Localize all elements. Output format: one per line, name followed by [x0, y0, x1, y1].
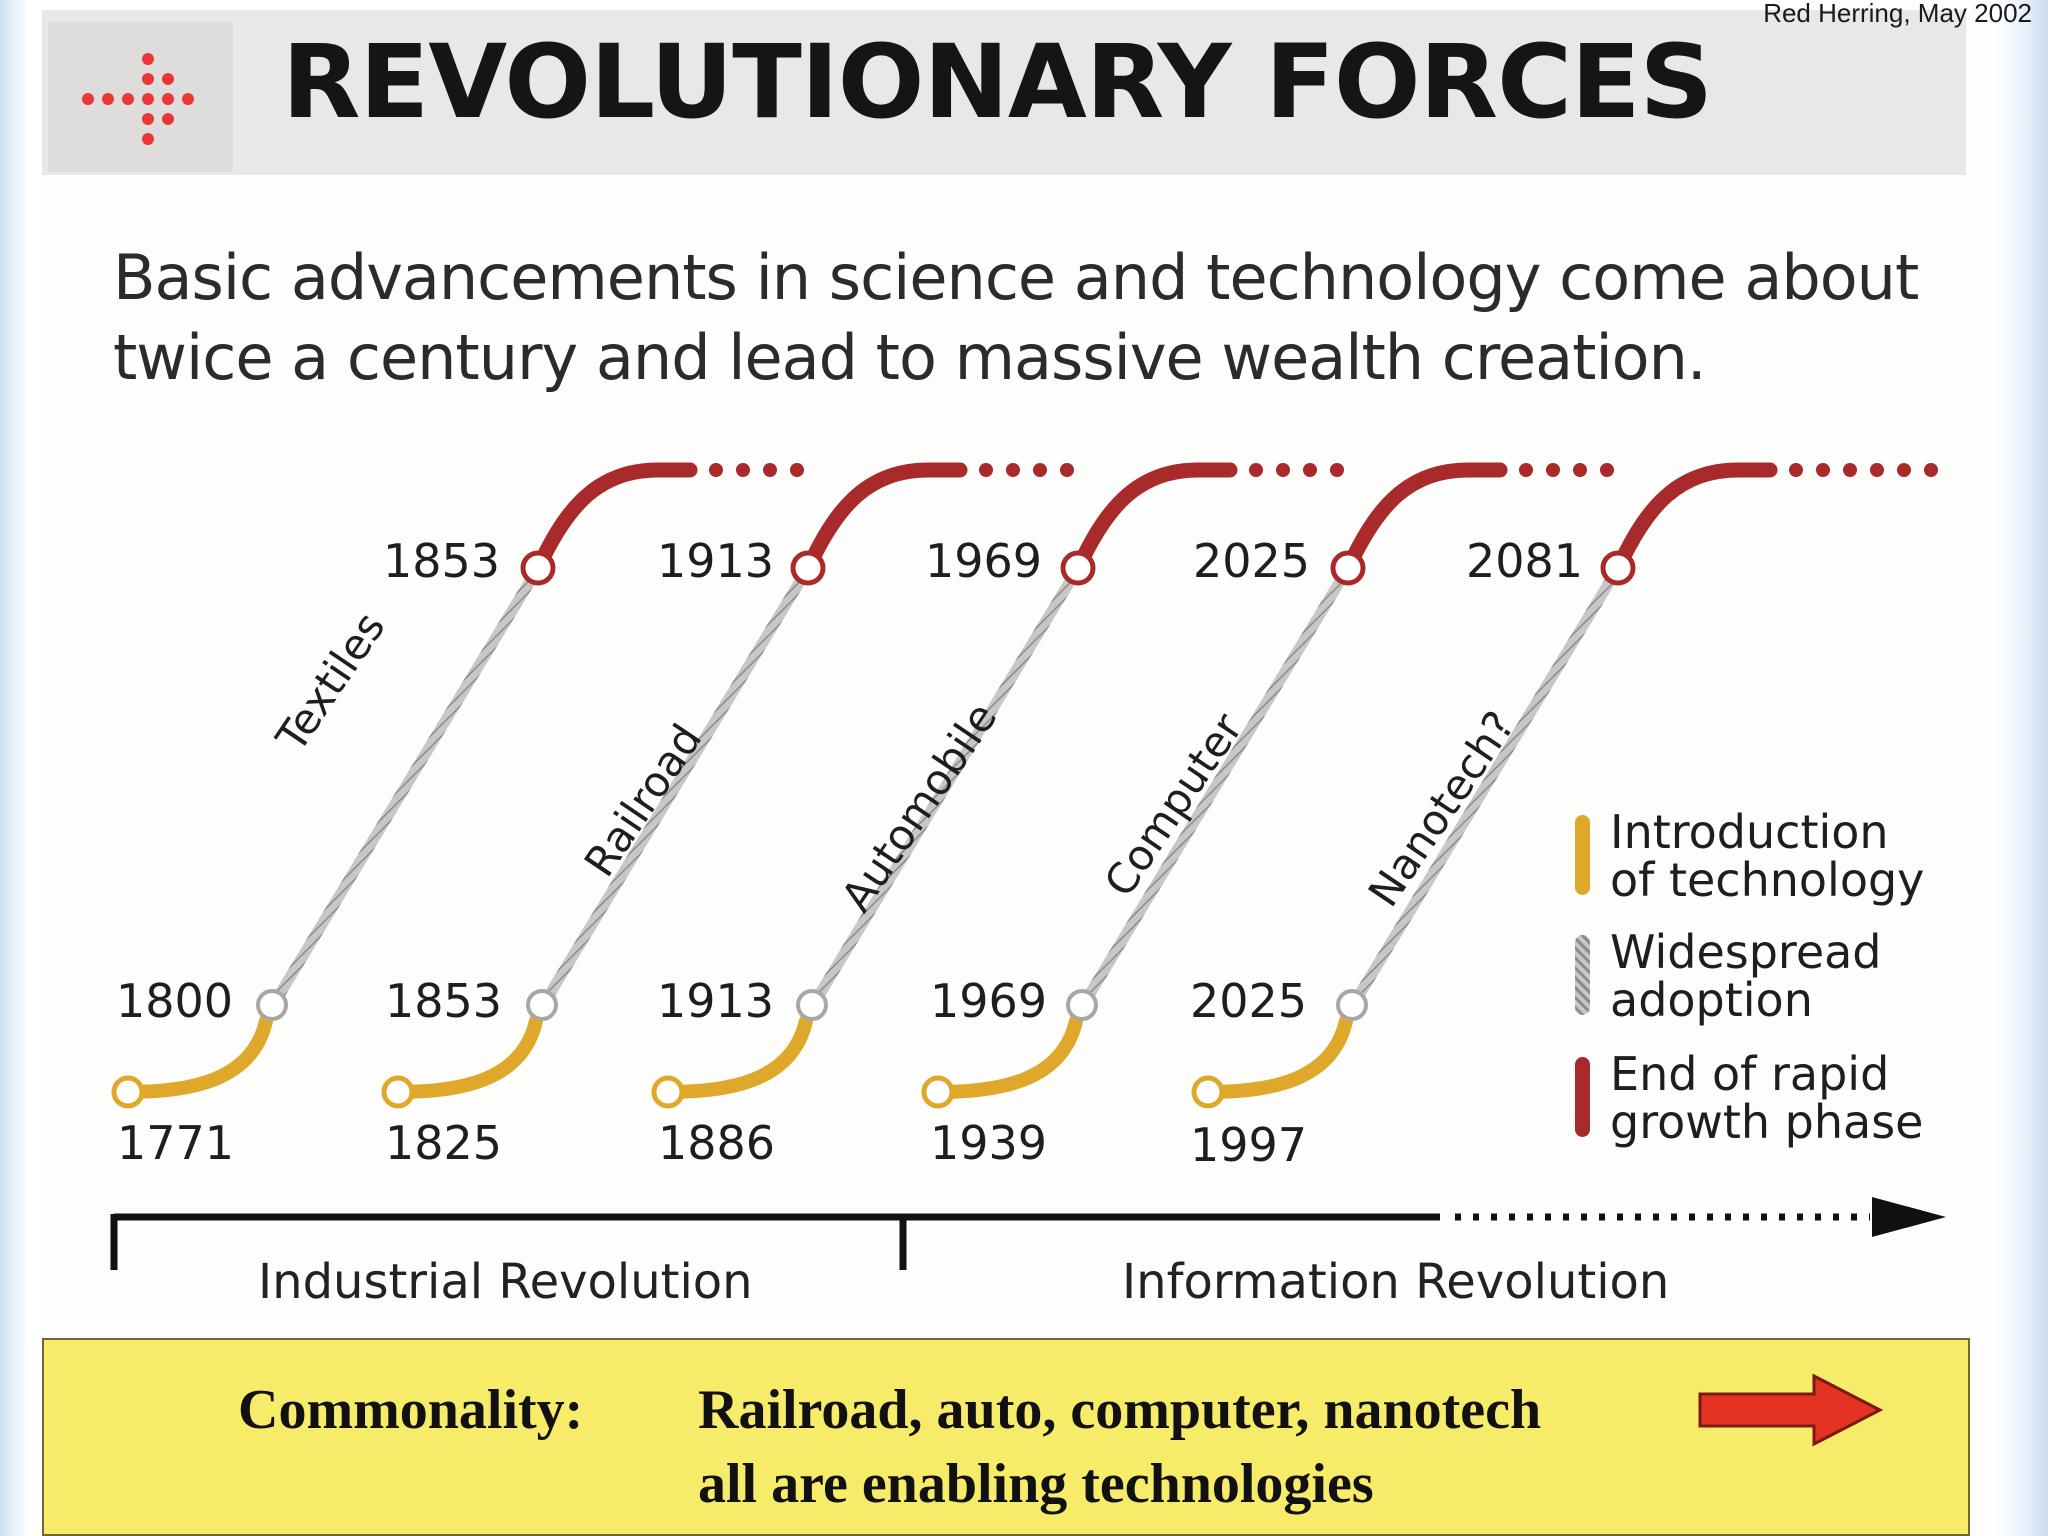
year-label-intro: 1886 — [658, 1116, 776, 1170]
year-label-growth-end: 1853 — [383, 534, 501, 588]
continuation-dot — [1546, 463, 1560, 477]
adoption-marker — [1336, 989, 1368, 1021]
year-label-growth-end: 2025 — [1193, 534, 1311, 588]
legend-item-growth-end: End of rapid growth phase — [1610, 1050, 1924, 1146]
continuation-dot — [763, 463, 777, 477]
adoption-marker — [796, 989, 828, 1021]
legend-text-line: Introduction — [1610, 805, 1889, 859]
continuation-dot — [1276, 463, 1290, 477]
intro-marker — [921, 1075, 955, 1109]
page-title: REVOLUTIONARY FORCES — [282, 23, 1713, 142]
year-label-adoption: 1800 — [116, 974, 234, 1028]
subtitle-line-2: twice a century and lead to massive weal… — [113, 321, 1707, 394]
source-citation: Red Herring, May 2002 — [1763, 0, 2032, 28]
continuation-dot — [1924, 463, 1938, 477]
growth-end-segment — [806, 462, 968, 564]
year-label-intro: 1771 — [117, 1116, 235, 1170]
year-label-growth-end: 1969 — [925, 534, 1043, 588]
growth-end-marker — [790, 550, 826, 586]
continuation-dot — [1600, 463, 1614, 477]
growth-end-marker — [1060, 550, 1096, 586]
header-band — [42, 10, 1966, 175]
year-label-growth-end: 1913 — [657, 534, 775, 588]
legend-item-adoption: Widespread adoption — [1610, 928, 1882, 1024]
continuation-dot — [1897, 463, 1911, 477]
adoption-marker — [256, 989, 288, 1021]
growth-end-segment — [1616, 462, 1778, 564]
continuation-dot — [1060, 463, 1074, 477]
continuation-dot — [1033, 463, 1047, 477]
year-label-intro: 1825 — [385, 1116, 503, 1170]
continuation-dot — [1789, 463, 1803, 477]
year-label-growth-end: 2081 — [1466, 534, 1584, 588]
continuation-dot — [1843, 463, 1857, 477]
commonality-callout: Commonality: Railroad, auto, computer, n… — [42, 1338, 1970, 1536]
continuation-dot — [709, 463, 723, 477]
continuation-dot — [1249, 463, 1263, 477]
legend-swatch-adoption — [1575, 935, 1590, 1015]
timeline-arrowhead-icon — [1872, 1197, 1946, 1237]
growth-end-segment — [536, 462, 698, 564]
legend-text-line: adoption — [1610, 973, 1813, 1027]
intro-segment — [931, 1014, 1083, 1099]
era-label-information: Information Revolution — [1122, 1254, 1670, 1310]
intro-segment — [121, 1014, 273, 1099]
continuation-dot — [1816, 463, 1830, 477]
growth-end-segment — [1346, 462, 1508, 564]
intro-marker — [111, 1075, 145, 1109]
legend-text-line: of technology — [1610, 853, 1925, 907]
continuation-dot — [1303, 463, 1317, 477]
year-label-adoption: 2025 — [1190, 974, 1308, 1028]
year-label-adoption: 1969 — [930, 974, 1048, 1028]
year-label-intro: 1997 — [1190, 1118, 1308, 1172]
intro-segment — [661, 1014, 813, 1099]
continuation-dot — [1006, 463, 1020, 477]
growth-end-segment — [1076, 462, 1238, 564]
intro-marker — [651, 1075, 685, 1109]
legend-text-line: End of rapid — [1610, 1047, 1890, 1101]
intro-marker — [381, 1075, 415, 1109]
growth-end-marker — [1600, 550, 1636, 586]
continuation-dot — [1870, 463, 1884, 477]
adoption-segment — [542, 572, 808, 1003]
continuation-dot — [1330, 463, 1344, 477]
adoption-segment — [812, 572, 1078, 1003]
adoption-marker — [526, 989, 558, 1021]
legend-item-intro: Introduction of technology — [1610, 808, 1924, 904]
year-label-intro: 1939 — [930, 1116, 1048, 1170]
commonality-text-line-2: all are enabling technologies — [698, 1453, 1374, 1515]
year-label-adoption: 1853 — [385, 974, 503, 1028]
adoption-segment — [1352, 572, 1618, 1003]
continuation-dot — [1573, 463, 1587, 477]
subtitle: Basic advancements in science and techno… — [113, 238, 1973, 398]
continuation-dot — [790, 463, 804, 477]
continuation-dot — [736, 463, 750, 477]
commonality-label: Commonality: — [238, 1379, 584, 1441]
commonality-text-line-1: Railroad, auto, computer, nanotech — [698, 1379, 1542, 1441]
red-arrow-icon — [1698, 1373, 1884, 1447]
adoption-segment — [1082, 572, 1348, 1003]
growth-end-marker — [1330, 550, 1366, 586]
intro-segment — [391, 1014, 543, 1099]
intro-segment — [1201, 1014, 1353, 1099]
intro-marker — [1191, 1075, 1225, 1109]
era-label-industrial: Industrial Revolution — [258, 1254, 753, 1310]
legend-swatch-intro — [1575, 815, 1590, 895]
adoption-segment — [272, 572, 538, 1003]
legend-swatch-growth-end — [1575, 1057, 1590, 1137]
year-label-adoption: 1913 — [657, 974, 775, 1028]
continuation-dot — [979, 463, 993, 477]
slide-sheet — [42, 10, 1992, 1536]
legend-text-line: growth phase — [1610, 1095, 1924, 1149]
adoption-marker — [1066, 989, 1098, 1021]
dots-logo-icon — [82, 53, 194, 145]
subtitle-line-1: Basic advancements in science and techno… — [113, 241, 1919, 314]
growth-end-marker — [520, 550, 556, 586]
continuation-dot — [1519, 463, 1533, 477]
logo-panel — [48, 22, 233, 172]
legend-text-line: Widespread — [1610, 925, 1882, 979]
